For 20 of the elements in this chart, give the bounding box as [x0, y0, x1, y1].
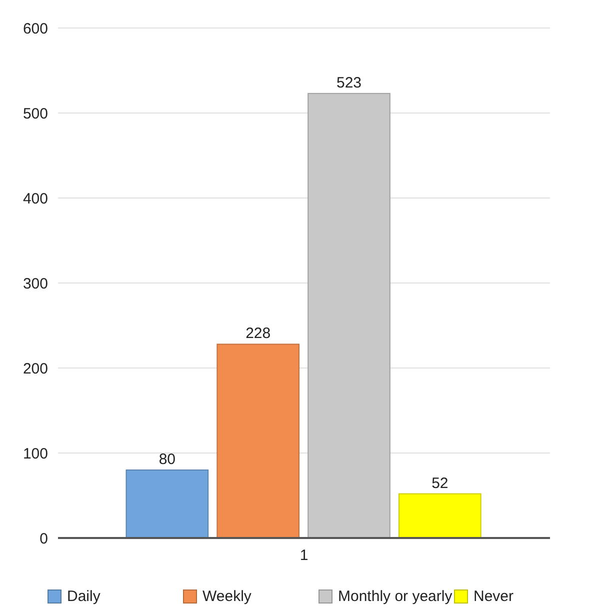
y-tick-label: 0: [40, 530, 48, 548]
x-tick-label: 1: [300, 547, 308, 564]
y-tick-label: 500: [22, 105, 48, 122]
bar: [398, 493, 482, 538]
y-tick-label: 600: [22, 20, 48, 38]
y-tick-label: 400: [22, 190, 48, 208]
data-label: 523: [336, 74, 362, 92]
data-label: 80: [158, 451, 176, 468]
bar: [126, 470, 209, 538]
legend-label: Daily: [67, 588, 101, 605]
y-tick-label: 200: [22, 360, 48, 378]
legend-label: Weekly: [202, 588, 252, 605]
legend-label: Monthly or yearly: [338, 588, 453, 605]
legend-label: Never: [474, 588, 514, 605]
data-label: 228: [246, 325, 271, 342]
bar: [216, 344, 300, 538]
data-label: 52: [432, 474, 448, 492]
y-tick-label: 300: [22, 275, 48, 292]
y-tick-label: 100: [22, 445, 48, 462]
bar: [308, 92, 390, 538]
